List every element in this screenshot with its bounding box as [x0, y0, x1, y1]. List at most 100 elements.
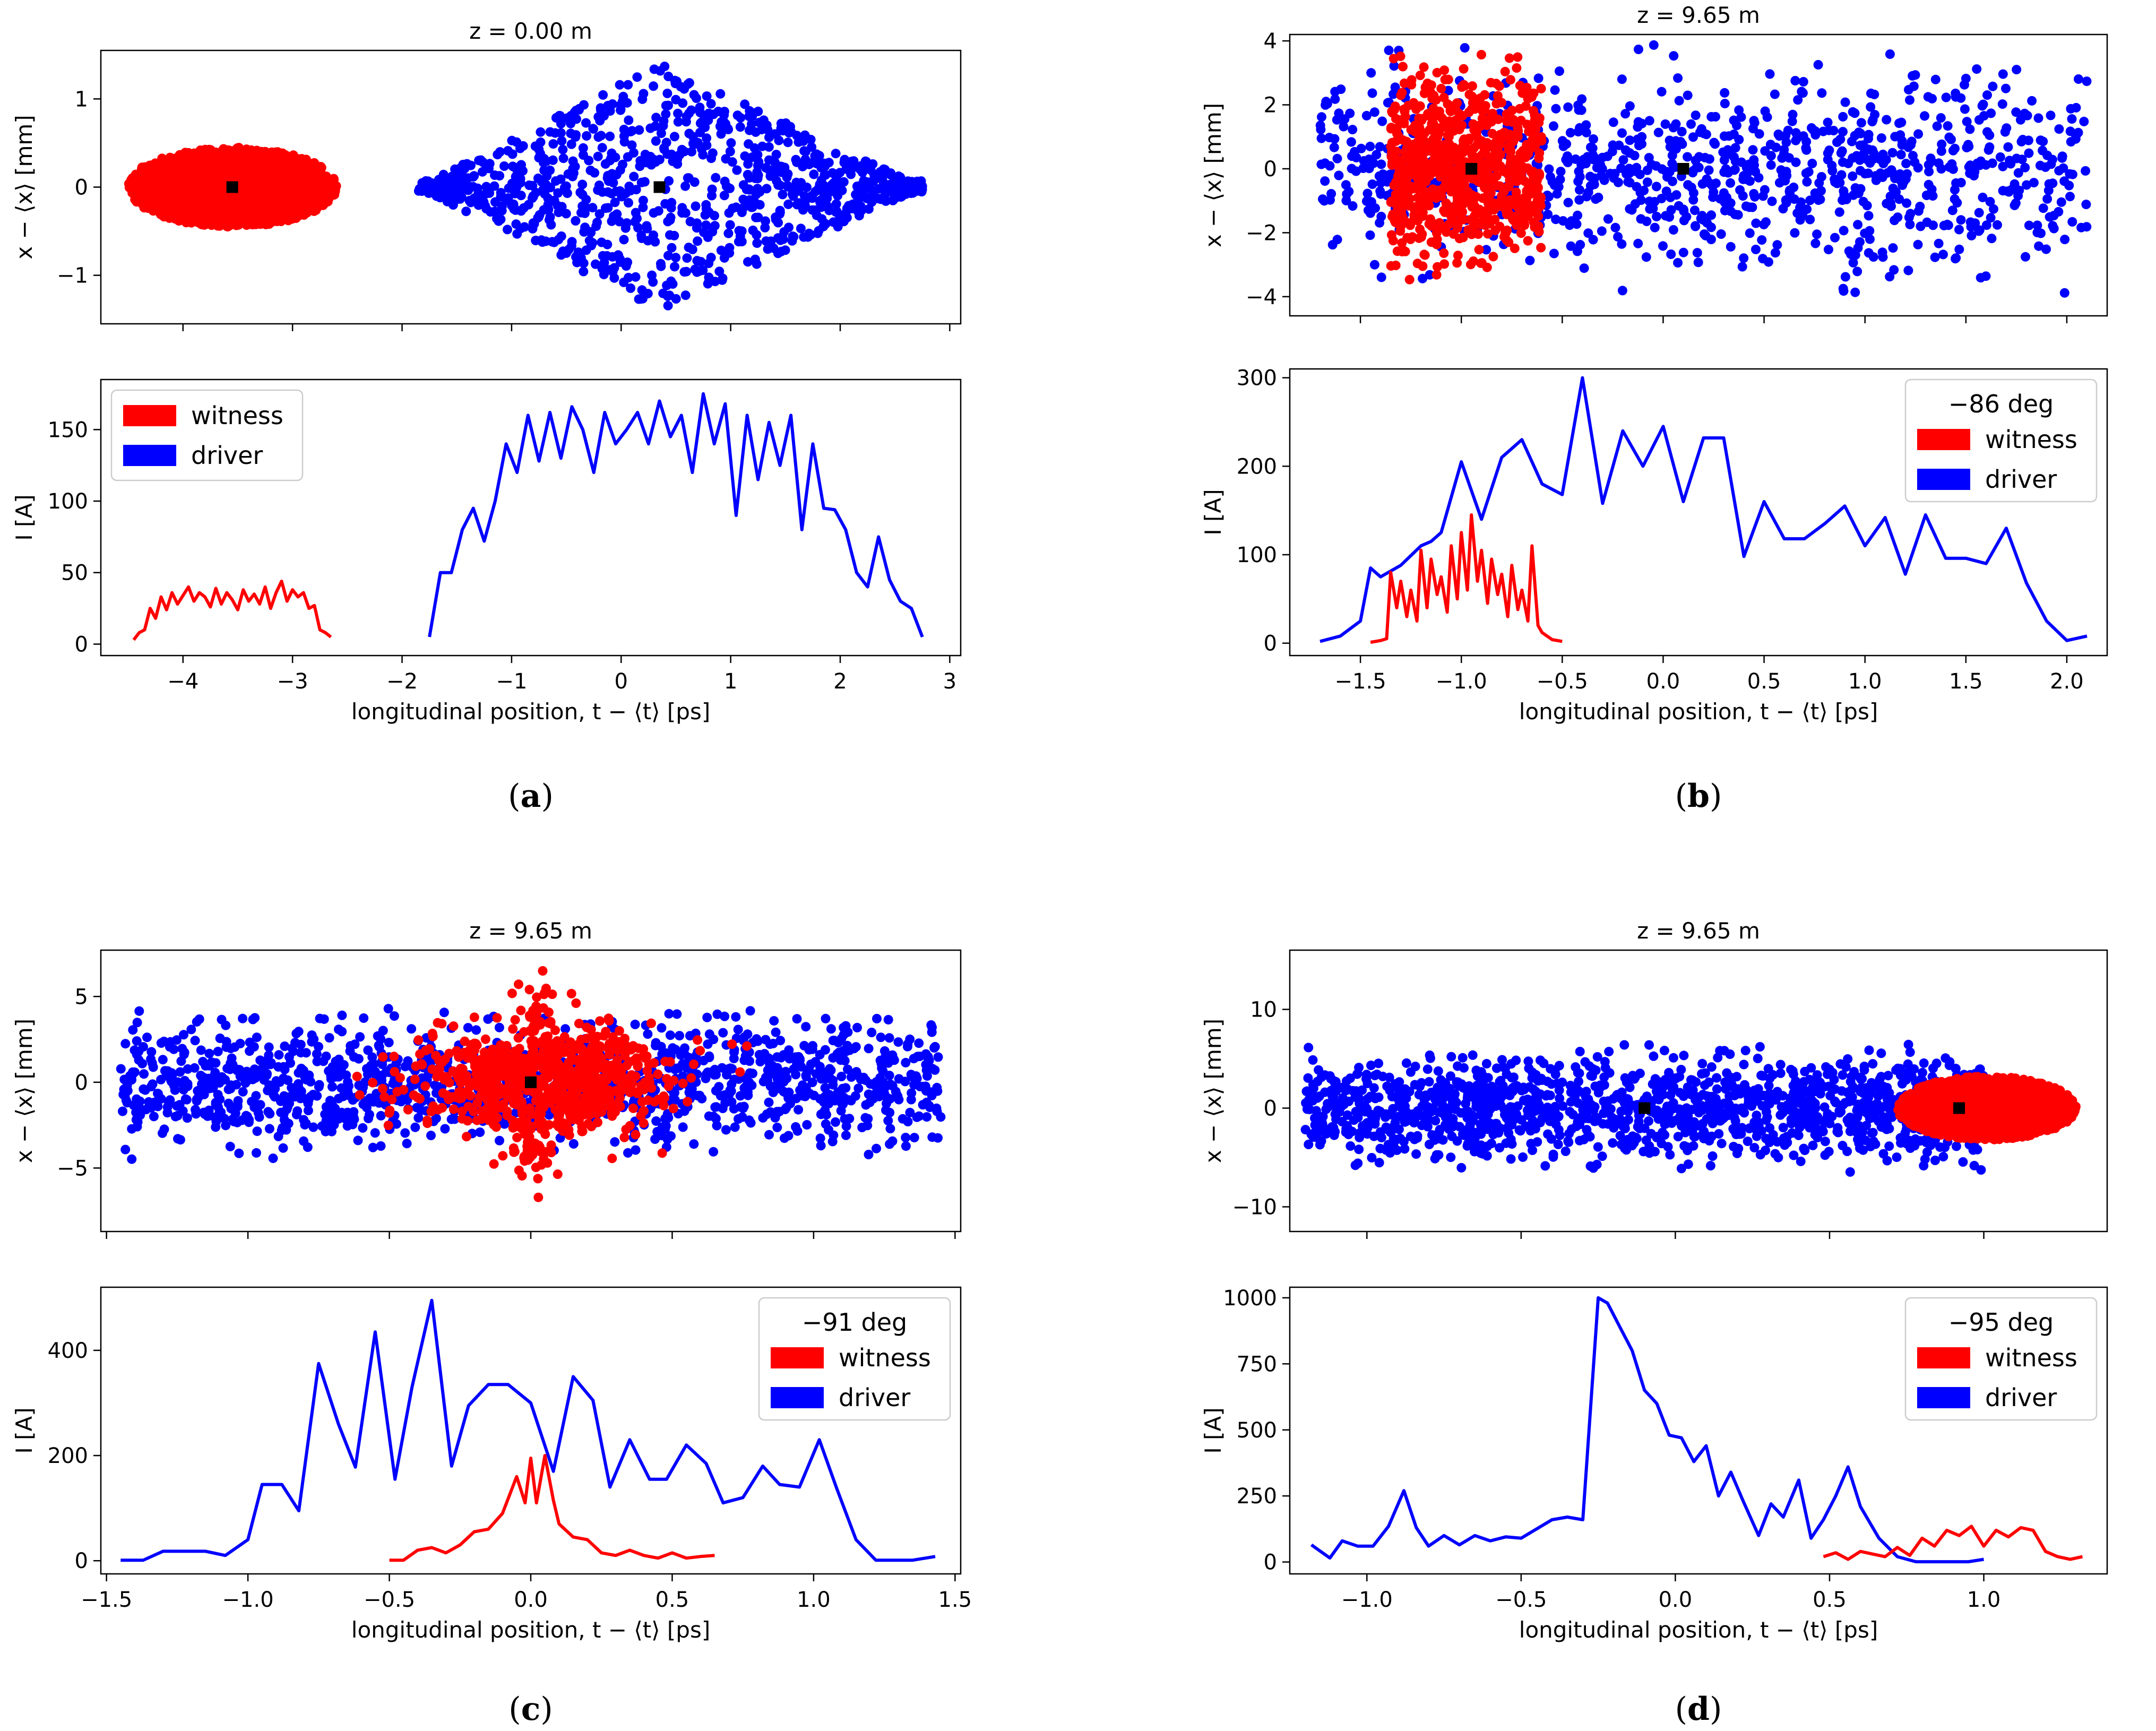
scatter-point [1410, 127, 1420, 137]
y-tick-label: 100 [48, 489, 88, 514]
scatter-point [271, 197, 281, 207]
scatter-point [1875, 154, 1885, 164]
scatter-point [607, 148, 617, 158]
scatter-point [154, 159, 164, 169]
scatter-point [1367, 88, 1377, 98]
scatter-point [663, 217, 673, 227]
scatter-point [752, 259, 762, 269]
scatter-point [1757, 235, 1767, 245]
scatter-points-c [116, 966, 946, 1202]
scatter-point [1669, 51, 1679, 61]
scatter-point [1661, 167, 1671, 177]
scatter-point [170, 201, 180, 211]
scatter-point [2029, 178, 2039, 188]
scatter-point [723, 124, 734, 134]
scatter-point [309, 158, 319, 168]
scatter-point [619, 137, 629, 147]
scatter-point [1464, 90, 1474, 99]
scatter-point [1816, 186, 1826, 196]
scatter-point [1330, 94, 1340, 104]
scatter-point [832, 186, 842, 196]
scatter-point [638, 202, 648, 212]
scatter-point [831, 172, 841, 182]
scatter-point [1536, 84, 1546, 93]
x-tick-label: −1 [496, 669, 527, 694]
scatter-point [1706, 112, 1717, 122]
scatter-point [800, 191, 809, 201]
scatter-point [1624, 168, 1634, 178]
x-tick-label: 1.0 [1848, 669, 1882, 694]
scatter-point [238, 1087, 248, 1097]
scatter-point [139, 193, 149, 203]
scatter-point [624, 115, 634, 125]
scatter-point [1750, 167, 1761, 177]
scatter-point [630, 217, 640, 227]
scatter-point [549, 195, 559, 205]
scatter-point [1551, 104, 1561, 114]
scatter-point [1830, 232, 1840, 243]
scatter-point [1549, 121, 1558, 131]
scatter-point [624, 198, 633, 208]
y-tick-label: 150 [48, 418, 88, 442]
scatter-point [2005, 156, 2014, 166]
scatter-point [1519, 196, 1529, 206]
scatter-point [556, 174, 566, 184]
scatter-point [622, 218, 632, 228]
scatter-point [1525, 255, 1535, 265]
scatter-point [1637, 118, 1647, 128]
current-line-witness [1370, 513, 1563, 644]
scatter-point [1500, 66, 1510, 76]
scatter-point [1488, 252, 1498, 262]
scatter-point [1807, 159, 1817, 168]
scatter-point [725, 220, 735, 230]
scatter-point [1523, 236, 1533, 246]
scatter-point [632, 72, 642, 82]
scatter-point [183, 206, 193, 216]
scatter-point [1495, 221, 1505, 231]
scatter-point [295, 189, 305, 199]
scatter-point [1877, 247, 1887, 257]
scatter-point [1781, 167, 1791, 177]
scatter-point [2057, 153, 2067, 163]
scatter-point [1941, 92, 1951, 102]
x-tick-label: 2 [833, 669, 847, 694]
scatter-point [269, 164, 279, 174]
scatter-point [723, 228, 734, 238]
scatter-point [1613, 232, 1623, 242]
scatter-point [689, 1139, 699, 1149]
scatter-point [130, 194, 140, 204]
legend-swatch-witness [1917, 429, 1970, 450]
scatter-point [277, 165, 287, 175]
scatter-point [799, 146, 809, 156]
scatter-point [820, 1083, 830, 1093]
scatter-point [1348, 125, 1358, 135]
scatter-point [1515, 164, 1525, 174]
scatter-point [1332, 235, 1342, 245]
scatter-point [1850, 108, 1860, 118]
scatter-point [1885, 198, 1895, 208]
scatter-point [1839, 186, 1849, 196]
scatter-point [1593, 193, 1603, 202]
panel-caption-a: (a) [508, 778, 554, 815]
scatter-point [262, 176, 272, 186]
scatter-point [762, 184, 772, 194]
scatter-point [1390, 82, 1400, 92]
scatter-point [1834, 207, 1844, 217]
scatter-point [1965, 217, 1976, 227]
scatter-point [1885, 49, 1895, 59]
scatter-point [1550, 85, 1560, 95]
scatter-point [2058, 163, 2068, 173]
scatter-series-driver-a [413, 62, 927, 311]
scatter-point [640, 177, 650, 187]
x-tick-label: −3 [277, 669, 308, 694]
scatter-point [168, 153, 178, 163]
scatter-point [1730, 165, 1740, 175]
scatter-point [539, 165, 549, 175]
scatter-point [1824, 245, 1833, 255]
scatter-point [655, 66, 665, 76]
scatter-point [451, 184, 461, 194]
scatter-point [623, 80, 633, 90]
scatter-point [1502, 109, 1512, 119]
